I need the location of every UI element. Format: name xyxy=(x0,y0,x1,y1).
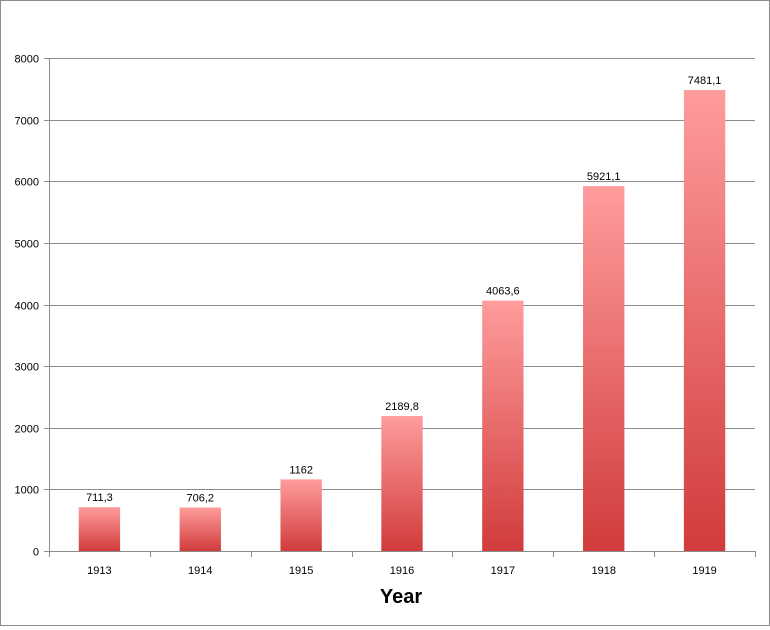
data-label: 1162 xyxy=(289,464,313,476)
bar-1919 xyxy=(683,89,726,552)
bar-1914 xyxy=(179,507,221,551)
y-tick-label: 6000 xyxy=(15,177,39,189)
data-label: 2189,8 xyxy=(385,401,419,413)
data-label: 5921,1 xyxy=(587,171,621,183)
y-tick-label: 3000 xyxy=(15,362,39,374)
x-tick-label: 1918 xyxy=(591,565,615,577)
gridlines xyxy=(49,58,755,490)
y-tick-label: 5000 xyxy=(15,239,39,251)
bar-1916 xyxy=(381,416,423,551)
x-tick-label: 1915 xyxy=(289,565,313,577)
y-tick-label: 4000 xyxy=(15,301,39,313)
axes xyxy=(44,58,756,557)
data-label: 7481,1 xyxy=(688,75,722,87)
x-axis-title: Year xyxy=(380,586,422,608)
y-tick-label: 2000 xyxy=(15,424,39,436)
y-tick-label: 8000 xyxy=(15,54,39,66)
data-label: 706,2 xyxy=(187,492,215,504)
bar-1915 xyxy=(280,479,322,551)
labels: 0 1000 2000 3000 4000 5000 6000 7000 8000 1913 711… xyxy=(15,54,722,578)
x-tick-label: 1913 xyxy=(87,565,111,577)
x-tick-label: 1916 xyxy=(390,565,414,577)
y-tick-label: 0 xyxy=(33,547,39,559)
y-tick-label: 1000 xyxy=(15,485,39,497)
x-tick-label: 1917 xyxy=(491,565,515,577)
bar-1917 xyxy=(482,300,524,551)
x-tick-label: 1919 xyxy=(692,565,716,577)
bar-1913 xyxy=(78,507,121,551)
y-tick-label: 7000 xyxy=(15,116,39,128)
x-tick-label: 1914 xyxy=(188,565,212,577)
bar-1918 xyxy=(583,186,625,551)
data-label: 711,3 xyxy=(86,492,113,504)
bars xyxy=(78,89,726,552)
data-label: 4063,6 xyxy=(486,286,520,298)
